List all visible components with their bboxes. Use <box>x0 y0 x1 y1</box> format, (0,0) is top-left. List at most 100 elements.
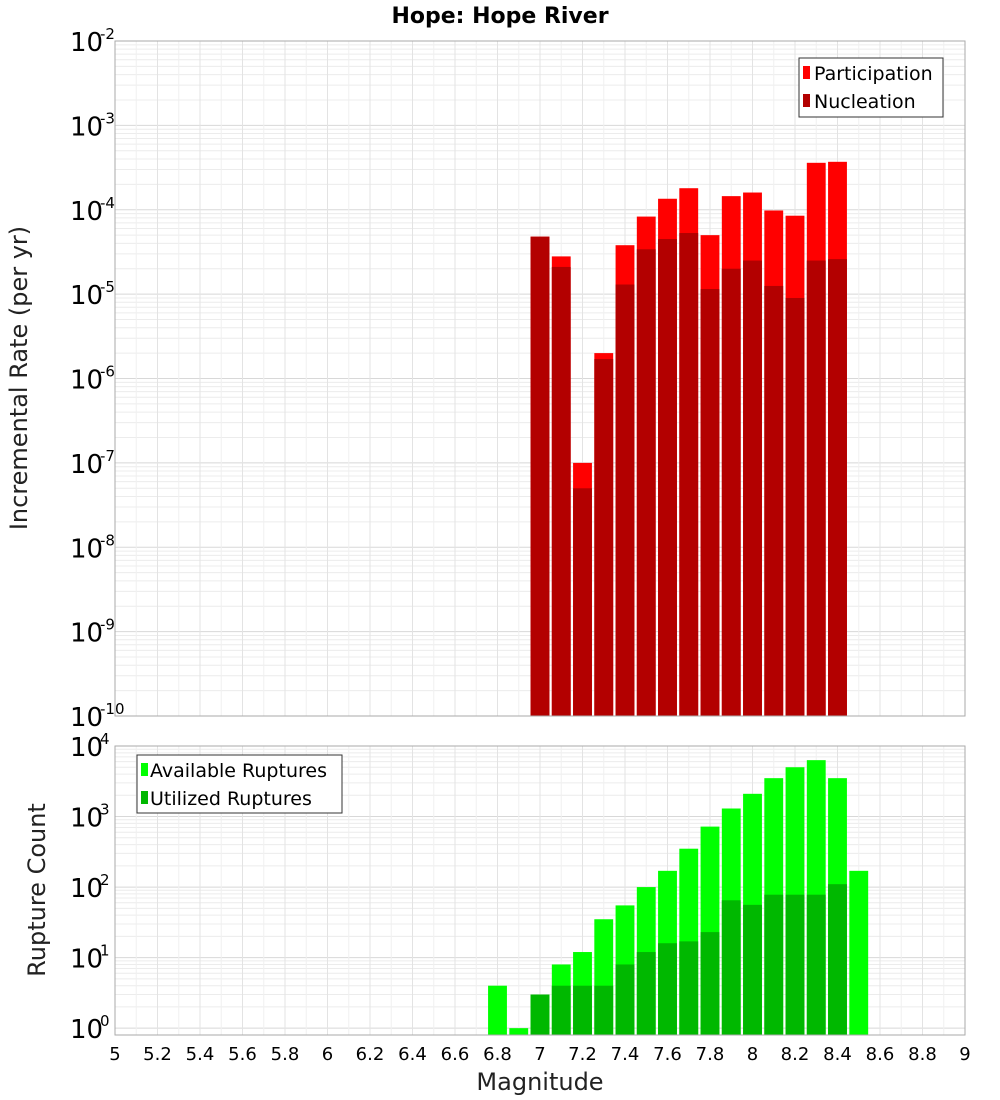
legend-swatch-utilized <box>141 791 148 804</box>
bottom-bar-utilized-ruptures <box>828 884 847 1035</box>
top-y-tick-label: 10 <box>70 197 103 227</box>
bottom-bar-utilized-ruptures <box>764 894 784 1035</box>
legend-label-participation: Participation <box>814 63 933 85</box>
top-y-tick-label: 10 <box>70 450 103 480</box>
bottom-y-tick-exponent: 3 <box>100 801 110 819</box>
x-tick-label: 9 <box>959 1044 970 1065</box>
x-tick-label: 8 <box>747 1044 758 1065</box>
bottom-bar-utilized-ruptures <box>806 894 826 1035</box>
x-tick-label: 7.2 <box>568 1044 597 1065</box>
bottom-plot-frame <box>114 745 966 1036</box>
bottom-bar-utilized-ruptures <box>530 994 550 1035</box>
top-legend-box <box>798 57 944 118</box>
bottom-bar-available-ruptures <box>509 1028 529 1035</box>
legend-label-utilized: Utilized Ruptures <box>150 788 312 810</box>
bottom-y-tick-label: 10 <box>70 945 103 975</box>
x-tick-label: 6.4 <box>398 1044 427 1065</box>
legend-swatch-participation <box>803 66 810 79</box>
bottom-bars <box>488 760 869 1035</box>
top-bar-nucleation <box>764 285 784 716</box>
bottom-y-tick-exponent: 4 <box>100 730 110 748</box>
top-y-tick-exponent: -3 <box>100 109 115 127</box>
top-legend: Participation Nucleation <box>798 57 944 118</box>
top-bar-nucleation <box>743 260 762 716</box>
bottom-legend: Available Ruptures Utilized Ruptures <box>136 754 343 814</box>
top-y-tick-exponent: -6 <box>100 363 115 381</box>
bottom-y-tick-exponent: 1 <box>100 942 110 960</box>
top-y-tick-label: 10 <box>70 112 103 142</box>
top-bar-nucleation <box>785 297 805 716</box>
top-bar-nucleation <box>615 284 635 716</box>
top-y-tick-exponent: -2 <box>100 25 115 43</box>
bottom-y-tick-exponent: 2 <box>100 871 110 889</box>
top-y-tick-label: 10 <box>70 281 103 311</box>
x-tick-label: 5.2 <box>143 1044 172 1065</box>
top-y-tick-exponent: -10 <box>100 700 125 718</box>
legend-swatch-available <box>141 763 148 776</box>
legend-label-available: Available Ruptures <box>150 760 327 782</box>
x-tick-label: 5.6 <box>228 1044 257 1065</box>
x-ticks: 5 5.2 5.4 5.6 5.8 6 6.2 6.4 6.6 6.8 7 7.2 7.4 7.6 7.8 8… <box>109 1044 970 1065</box>
bottom-bar-available-ruptures <box>488 985 507 1035</box>
x-tick-label: 6 <box>322 1044 333 1065</box>
top-y-axis-label: Incremental Rate (per yr) <box>5 226 33 530</box>
top-y-tick-exponent: -7 <box>100 447 115 465</box>
bottom-y-tick-label: 10 <box>70 1015 103 1045</box>
top-y-tick-label: 10 <box>70 534 103 564</box>
x-tick-label: 5 <box>109 1044 120 1065</box>
x-tick-label: 7.8 <box>696 1044 725 1065</box>
x-axis-label: Magnitude <box>476 1068 603 1096</box>
bottom-bar-utilized-ruptures <box>700 932 720 1035</box>
x-tick-label: 8.8 <box>908 1044 937 1065</box>
x-tick-label: 7.6 <box>653 1044 682 1065</box>
top-bar-nucleation <box>828 259 847 716</box>
top-bar-nucleation <box>658 239 677 716</box>
bottom-y-tick-label: 10 <box>70 874 103 904</box>
top-bar-nucleation <box>679 233 699 716</box>
top-y-tick-exponent: -9 <box>100 616 115 634</box>
bottom-bar-utilized-ruptures <box>658 943 677 1035</box>
top-bar-nucleation <box>573 488 592 716</box>
bottom-bar-utilized-ruptures <box>615 964 635 1035</box>
x-tick-label: 6.2 <box>356 1044 385 1065</box>
legend-swatch-nucleation <box>803 94 810 107</box>
bottom-bar-utilized-ruptures <box>551 985 571 1035</box>
bottom-y-axis-label: Rupture Count <box>23 803 51 977</box>
top-plot-frame <box>114 40 966 717</box>
chart-title: Hope: Hope River <box>391 4 608 29</box>
top-bar-nucleation <box>594 359 614 716</box>
bottom-bar-utilized-ruptures <box>636 952 656 1035</box>
top-bar-nucleation <box>636 249 656 716</box>
x-tick-label: 7.4 <box>611 1044 640 1065</box>
bottom-y-tick-label: 10 <box>70 733 103 763</box>
top-bar-nucleation <box>551 266 571 716</box>
bottom-bar-utilized-ruptures <box>743 904 762 1035</box>
x-tick-label: 6.8 <box>483 1044 512 1065</box>
top-bar-nucleation <box>530 236 550 716</box>
bottom-legend-box <box>136 754 343 814</box>
x-tick-label: 6.6 <box>441 1044 470 1065</box>
bottom-bar-utilized-ruptures <box>573 985 592 1035</box>
top-bar-nucleation <box>700 289 720 716</box>
top-y-tick-label: 10 <box>70 619 103 649</box>
x-tick-label: 5.8 <box>271 1044 300 1065</box>
bottom-y-tick-label: 10 <box>70 804 103 834</box>
bottom-y-tick-exponent: 0 <box>100 1012 110 1030</box>
top-bar-nucleation <box>806 260 826 716</box>
x-tick-label: 8.2 <box>781 1044 810 1065</box>
bottom-bar-utilized-ruptures <box>721 900 741 1035</box>
x-tick-label: 8.6 <box>866 1044 895 1065</box>
x-tick-label: 8.4 <box>823 1044 852 1065</box>
bottom-bar-utilized-ruptures <box>594 985 614 1035</box>
legend-label-nucleation: Nucleation <box>814 91 916 113</box>
top-y-tick-exponent: -5 <box>100 278 115 296</box>
top-bar-nucleation <box>721 268 741 716</box>
bottom-bar-utilized-ruptures <box>679 941 699 1035</box>
top-y-tick-exponent: -8 <box>100 531 115 549</box>
bottom-bar-utilized-ruptures <box>785 894 805 1035</box>
